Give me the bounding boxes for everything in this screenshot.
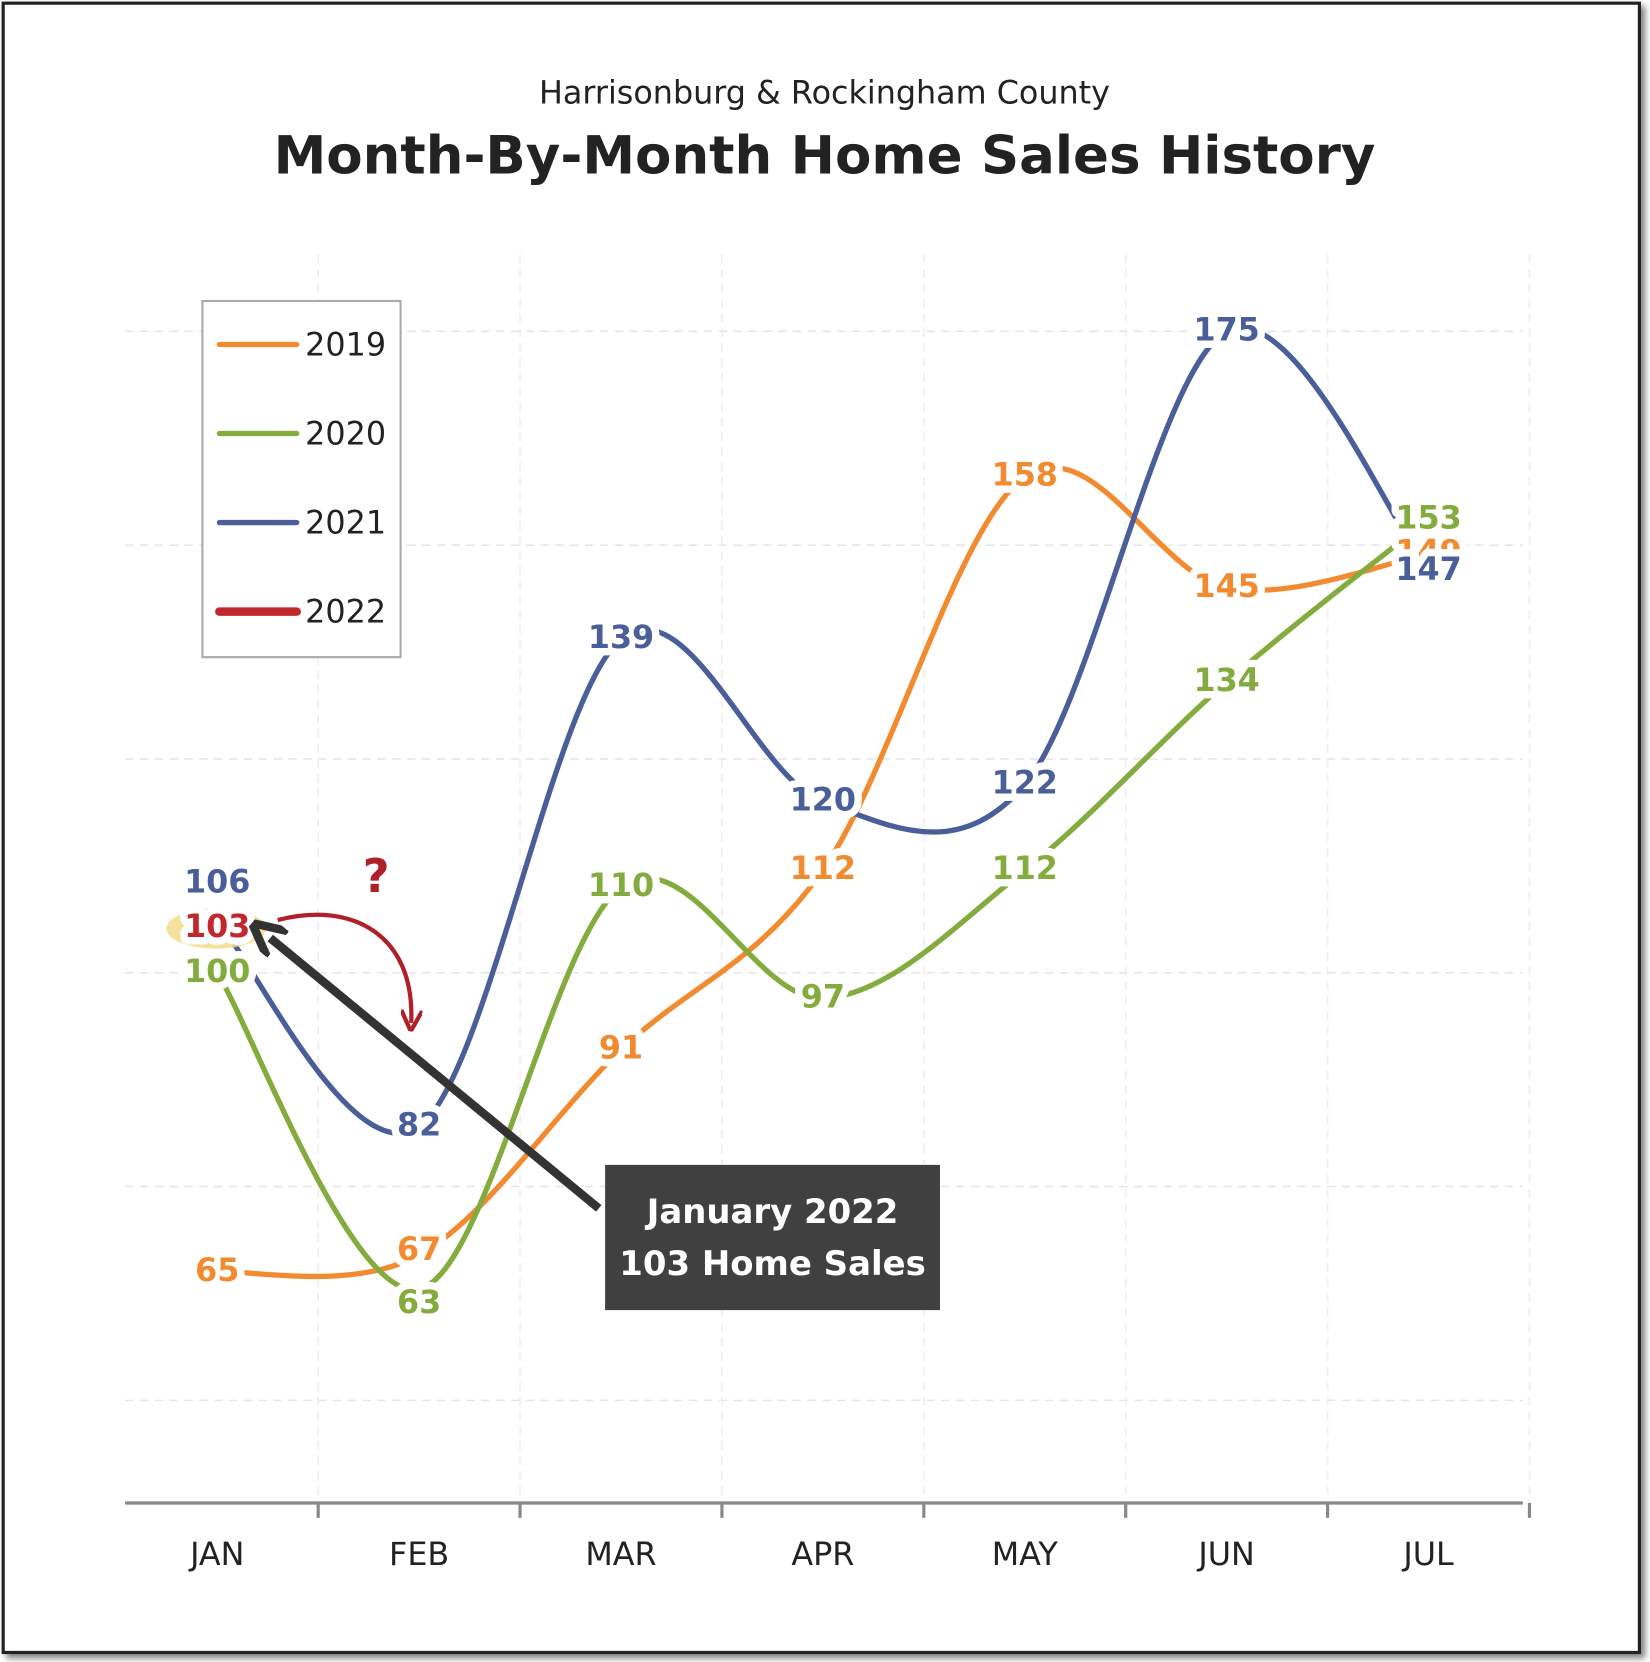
- series-line: [214, 516, 1432, 1292]
- data-label: 158: [992, 457, 1058, 494]
- legend-label: 2020: [305, 416, 386, 453]
- data-labels: 65 67 91 112 158 145 149 100 63 110 97 112 134 153 106…: [177, 304, 1469, 1329]
- highlight: [166, 908, 266, 949]
- data-label: 122: [992, 765, 1058, 802]
- data-label: 106: [184, 863, 250, 900]
- data-label: 112: [790, 850, 856, 887]
- x-tick-label: MAY: [992, 1536, 1059, 1573]
- data-label: 110: [588, 867, 654, 904]
- legend-box: [201, 299, 402, 659]
- x-tick-label: JAN: [188, 1536, 244, 1573]
- data-label: 91: [599, 1030, 643, 1067]
- data-label: 65: [195, 1252, 239, 1289]
- callout-arrow: [270, 938, 602, 1212]
- x-tick-label: JUN: [1196, 1536, 1254, 1573]
- data-label: 145: [1193, 568, 1259, 605]
- series-line: [214, 325, 1432, 1136]
- data-label: 97: [801, 978, 845, 1015]
- grid: JAN FEB MAR APR MAY JUN JUL: [125, 254, 1532, 1573]
- data-label: 67: [397, 1231, 441, 1268]
- legend-label: 2022: [305, 594, 386, 631]
- data-label: 149: [1395, 534, 1461, 571]
- data-label: 153: [1395, 500, 1461, 537]
- chart-subtitle: Harrisonburg & Rockingham County: [539, 74, 1110, 111]
- legend: 2019 2020 2021 2022: [215, 327, 386, 631]
- callout-text: 103 Home Sales: [619, 1244, 925, 1283]
- legend-label: 2019: [305, 327, 386, 364]
- legend-label: 2021: [305, 505, 386, 542]
- callout-text: January 2022: [645, 1192, 899, 1231]
- data-label: 120: [790, 782, 856, 819]
- x-tick-label: JUL: [1401, 1536, 1454, 1573]
- x-tick-label: MAR: [585, 1536, 656, 1573]
- data-label: 63: [397, 1284, 441, 1321]
- data-label: 147: [1395, 551, 1461, 588]
- data-label: 82: [397, 1107, 441, 1144]
- data-label: 100: [184, 953, 250, 990]
- x-tick-label: FEB: [389, 1536, 449, 1573]
- data-label: 134: [1193, 662, 1259, 699]
- question-mark: ?: [363, 849, 390, 903]
- red-arrow: [277, 912, 412, 1023]
- callout-box: [605, 1164, 940, 1311]
- data-label: 175: [1193, 311, 1259, 348]
- data-label: 139: [588, 619, 654, 656]
- data-label: 112: [992, 850, 1058, 887]
- chart-title: Month-By-Month Home Sales History: [274, 126, 1376, 187]
- data-label: 103: [184, 908, 250, 945]
- series-line: [214, 465, 1432, 1280]
- x-tick-label: APR: [791, 1536, 854, 1573]
- plot: [214, 325, 1432, 1292]
